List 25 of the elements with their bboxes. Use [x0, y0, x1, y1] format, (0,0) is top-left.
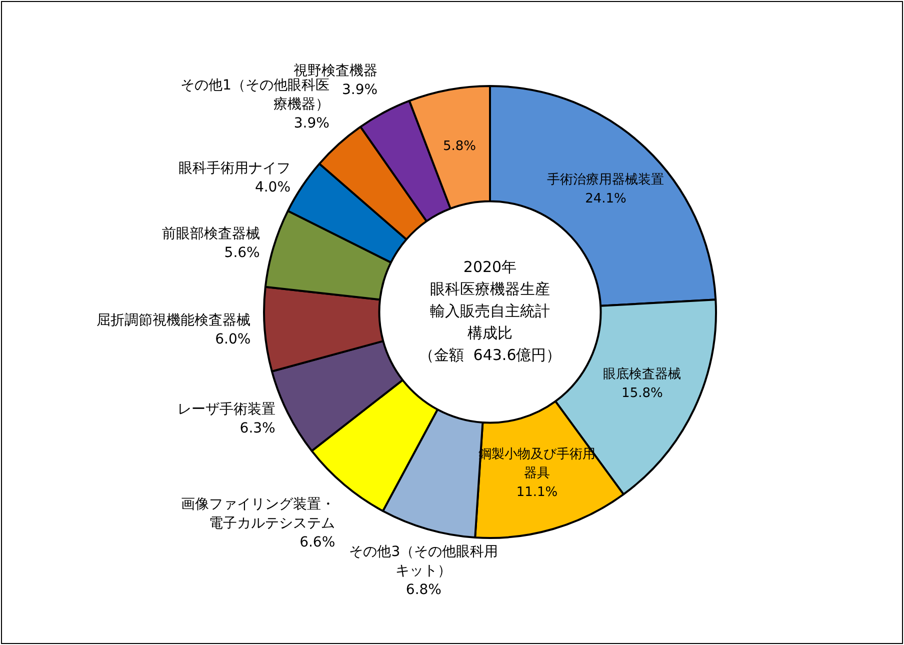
data-label: 4.0% [254, 180, 291, 196]
data-label: 5.6% [224, 245, 260, 262]
text: （金額 643.6億円） [418, 346, 562, 364]
data-label: 11.1% [516, 485, 558, 500]
data-label: 3.9% [342, 82, 378, 98]
data-label: 3.9% [294, 116, 330, 132]
data-label: 6.3% [240, 420, 276, 437]
slice-label: 屈折調節視機能検査器械 [96, 312, 251, 329]
slice-label: 視野検査機器 [294, 63, 378, 80]
data-label: 15.8% [622, 386, 663, 401]
slice-label: レーザ手術装置 [177, 402, 276, 418]
data-label: 6.8% [406, 582, 442, 598]
slice-label: 眼底検査器械 [603, 366, 682, 382]
text: 眼科医療機器生産輸入販売自主統計構成比 [430, 280, 550, 342]
text: 2020年 [463, 258, 517, 276]
slice-label: 画像ファイリング装置・電子カルテシステム [181, 496, 336, 532]
data-label: 6.6% [300, 534, 336, 551]
slice-label: 眼科手術用ナイフ [178, 160, 291, 177]
slice-label: 手術治療用器械装置 [547, 172, 664, 188]
slice-label: その他1（その他眼科医療機器） [180, 78, 330, 113]
data-label: 24.1% [585, 192, 626, 207]
slice-label: 前眼部検査器械 [162, 226, 260, 242]
data-label: 5.8% [442, 138, 476, 154]
slice-label: その他3（その他眼科用キット） [349, 544, 498, 579]
data-label: 6.0% [215, 332, 251, 348]
